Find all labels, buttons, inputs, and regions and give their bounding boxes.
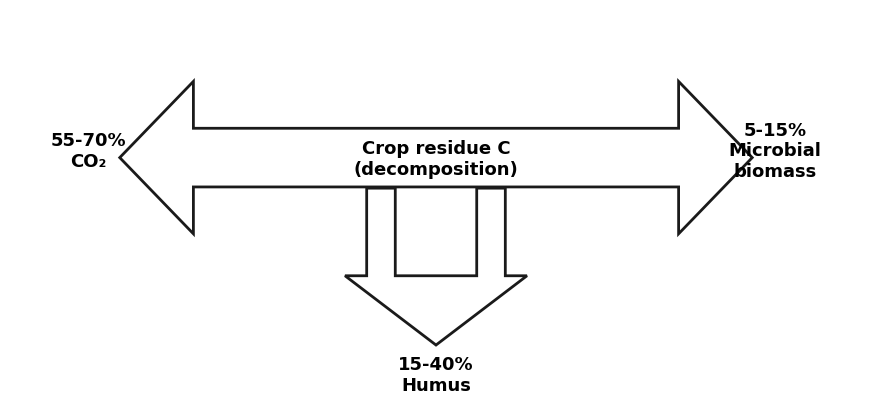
Text: 5-15%
Microbial
biomass: 5-15% Microbial biomass: [729, 122, 821, 181]
Polygon shape: [345, 188, 527, 345]
Text: 15-40%
Humus: 15-40% Humus: [399, 356, 473, 395]
Polygon shape: [119, 81, 753, 234]
Text: Crop residue C
(decomposition): Crop residue C (decomposition): [354, 140, 518, 179]
Text: 55-70%
CO₂: 55-70% CO₂: [51, 132, 126, 171]
